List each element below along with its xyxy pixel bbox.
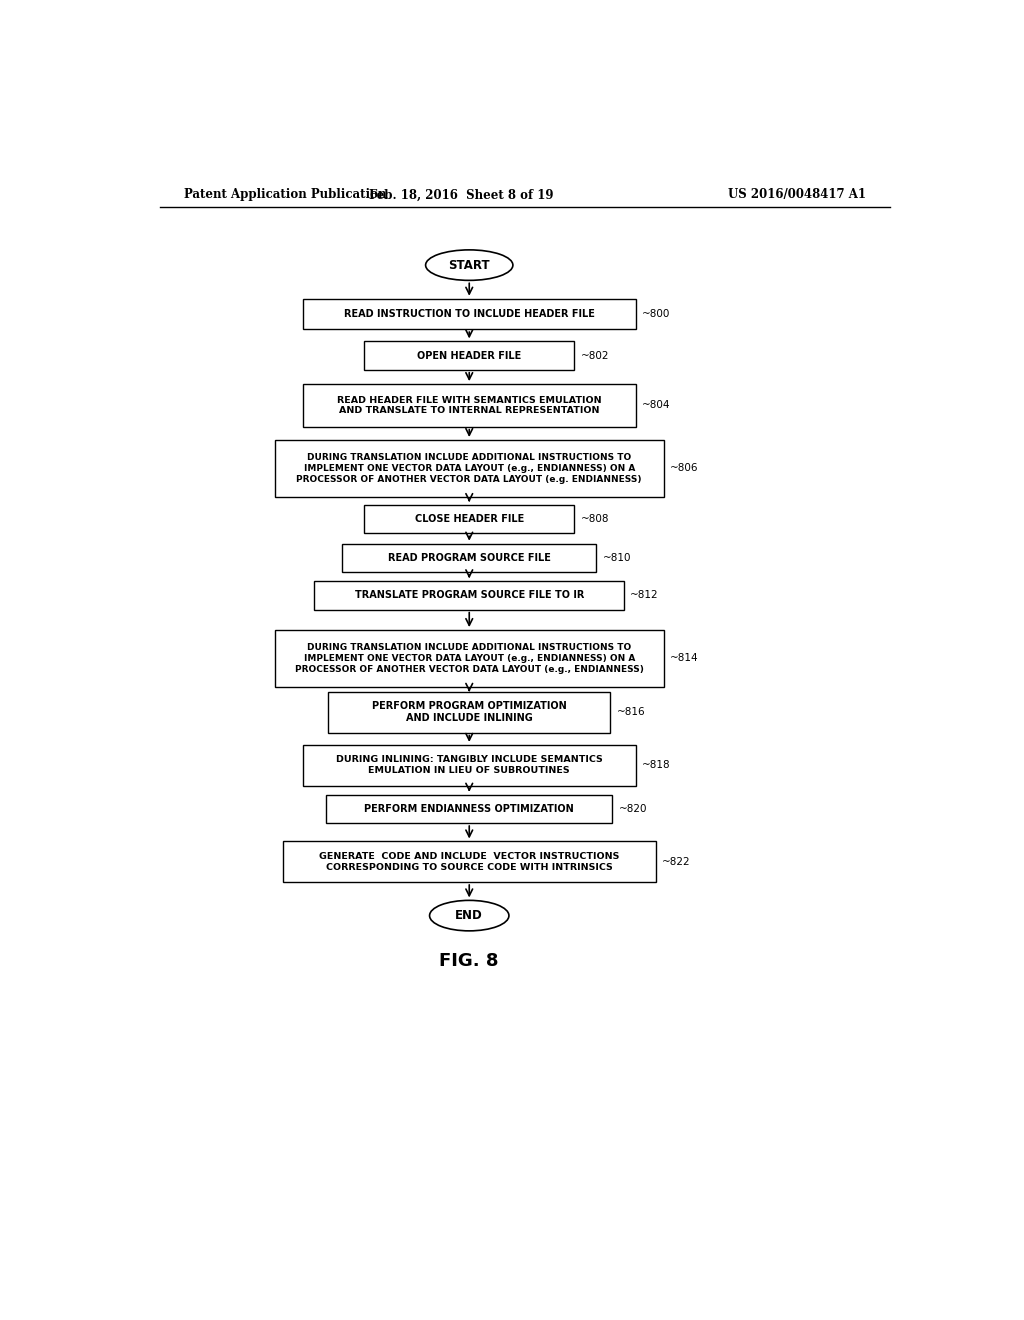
Text: CLOSE HEADER FILE: CLOSE HEADER FILE xyxy=(415,515,524,524)
Text: ~818: ~818 xyxy=(642,760,671,770)
Text: PERFORM PROGRAM OPTIMIZATION
AND INCLUDE INLINING: PERFORM PROGRAM OPTIMIZATION AND INCLUDE… xyxy=(372,701,566,723)
Text: START: START xyxy=(449,259,490,272)
Text: ~816: ~816 xyxy=(616,708,645,717)
Text: ~812: ~812 xyxy=(631,590,659,601)
Text: US 2016/0048417 A1: US 2016/0048417 A1 xyxy=(728,189,866,202)
Text: ~822: ~822 xyxy=(663,857,691,867)
Text: ~804: ~804 xyxy=(642,400,671,411)
Text: ~814: ~814 xyxy=(670,653,698,664)
Text: ~802: ~802 xyxy=(581,351,609,360)
Text: READ PROGRAM SOURCE FILE: READ PROGRAM SOURCE FILE xyxy=(388,553,551,562)
Text: END: END xyxy=(456,909,483,923)
Text: DURING TRANSLATION INCLUDE ADDITIONAL INSTRUCTIONS TO
IMPLEMENT ONE VECTOR DATA : DURING TRANSLATION INCLUDE ADDITIONAL IN… xyxy=(297,453,642,483)
Text: READ HEADER FILE WITH SEMANTICS EMULATION
AND TRANSLATE TO INTERNAL REPRESENTATI: READ HEADER FILE WITH SEMANTICS EMULATIO… xyxy=(337,396,601,416)
Text: OPEN HEADER FILE: OPEN HEADER FILE xyxy=(417,351,521,360)
Text: ~806: ~806 xyxy=(670,463,698,474)
Text: ~808: ~808 xyxy=(581,515,609,524)
Text: Feb. 18, 2016  Sheet 8 of 19: Feb. 18, 2016 Sheet 8 of 19 xyxy=(369,189,554,202)
Text: ~820: ~820 xyxy=(618,804,647,814)
Text: ~800: ~800 xyxy=(642,309,671,319)
Text: DURING TRANSLATION INCLUDE ADDITIONAL INSTRUCTIONS TO
IMPLEMENT ONE VECTOR DATA : DURING TRANSLATION INCLUDE ADDITIONAL IN… xyxy=(295,643,644,673)
Text: Patent Application Publication: Patent Application Publication xyxy=(183,189,386,202)
Text: DURING INLINING: TANGIBLY INCLUDE SEMANTICS
EMULATION IN LIEU OF SUBROUTINES: DURING INLINING: TANGIBLY INCLUDE SEMANT… xyxy=(336,755,602,775)
Text: READ INSTRUCTION TO INCLUDE HEADER FILE: READ INSTRUCTION TO INCLUDE HEADER FILE xyxy=(344,309,595,319)
Text: ~810: ~810 xyxy=(602,553,631,562)
Text: PERFORM ENDIANNESS OPTIMIZATION: PERFORM ENDIANNESS OPTIMIZATION xyxy=(365,804,574,814)
Text: GENERATE  CODE AND INCLUDE  VECTOR INSTRUCTIONS
CORRESPONDING TO SOURCE CODE WIT: GENERATE CODE AND INCLUDE VECTOR INSTRUC… xyxy=(319,851,620,871)
Text: TRANSLATE PROGRAM SOURCE FILE TO IR: TRANSLATE PROGRAM SOURCE FILE TO IR xyxy=(354,590,584,601)
Text: FIG. 8: FIG. 8 xyxy=(439,952,499,970)
